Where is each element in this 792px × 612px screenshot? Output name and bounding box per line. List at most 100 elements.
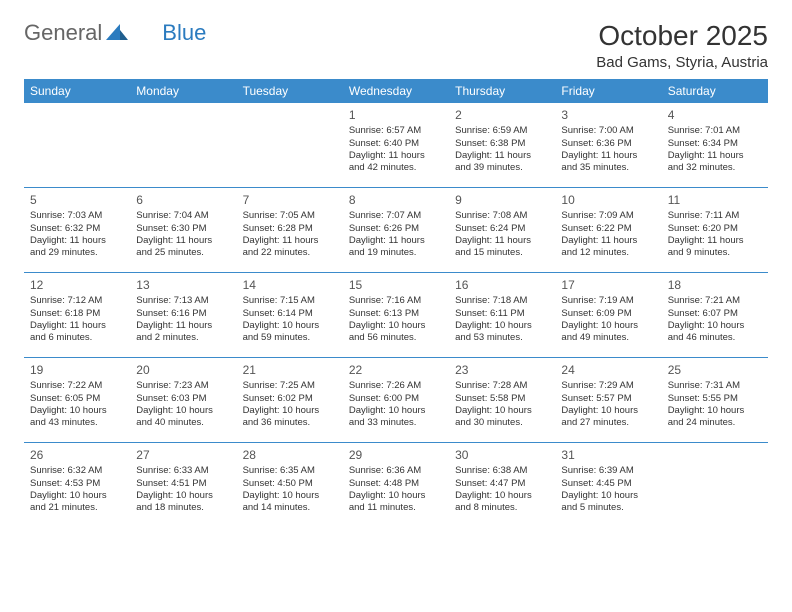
day-info: Sunrise: 7:26 AMSunset: 6:00 PMDaylight:… — [349, 380, 443, 429]
calendar-table: SundayMondayTuesdayWednesdayThursdayFrid… — [24, 79, 768, 527]
day-number: 2 — [455, 107, 549, 123]
day-info: Sunrise: 7:08 AMSunset: 6:24 PMDaylight:… — [455, 210, 549, 259]
weekday-header: Saturday — [662, 79, 768, 103]
day-number: 4 — [668, 107, 762, 123]
day-number: 22 — [349, 362, 443, 378]
weekday-header: Sunday — [24, 79, 130, 103]
calendar-day-cell — [237, 103, 343, 188]
day-number: 24 — [561, 362, 655, 378]
day-number: 10 — [561, 192, 655, 208]
day-number: 1 — [349, 107, 443, 123]
day-number: 17 — [561, 277, 655, 293]
day-info: Sunrise: 7:07 AMSunset: 6:26 PMDaylight:… — [349, 210, 443, 259]
day-number: 11 — [668, 192, 762, 208]
calendar-day-cell: 11 Sunrise: 7:11 AMSunset: 6:20 PMDayligh… — [662, 188, 768, 273]
day-info: Sunrise: 6:33 AMSunset: 4:51 PMDaylight:… — [136, 465, 230, 514]
calendar-day-cell — [662, 443, 768, 528]
day-number: 25 — [668, 362, 762, 378]
day-info: Sunrise: 7:28 AMSunset: 5:58 PMDaylight:… — [455, 380, 549, 429]
calendar-day-cell: 3 Sunrise: 7:00 AMSunset: 6:36 PMDaylight… — [555, 103, 661, 188]
calendar-day-cell: 26 Sunrise: 6:32 AMSunset: 4:53 PMDayligh… — [24, 443, 130, 528]
calendar-day-cell: 12Sunrise: 7:12 AMSunset: 6:18 PMDayligh… — [24, 273, 130, 358]
weekday-header: Tuesday — [237, 79, 343, 103]
day-number: 14 — [243, 277, 337, 293]
header: General Blue October 2025 Bad Gams, Styr… — [24, 20, 768, 71]
calendar-day-cell: 1 Sunrise: 6:57 AMSunset: 6:40 PMDaylight… — [343, 103, 449, 188]
calendar-week-row: 26 Sunrise: 6:32 AMSunset: 4:53 PMDayligh… — [24, 443, 768, 528]
logo-text-general: General — [24, 20, 102, 46]
calendar-day-cell: 6 Sunrise: 7:04 AMSunset: 6:30 PMDaylight… — [130, 188, 236, 273]
day-number: 21 — [243, 362, 337, 378]
page-title: October 2025 — [596, 20, 768, 52]
calendar-week-row: 1 Sunrise: 6:57 AMSunset: 6:40 PMDaylight… — [24, 103, 768, 188]
day-info: Sunrise: 6:57 AMSunset: 6:40 PMDaylight:… — [349, 125, 443, 174]
day-info: Sunrise: 6:59 AMSunset: 6:38 PMDaylight:… — [455, 125, 549, 174]
day-number: 16 — [455, 277, 549, 293]
location-text: Bad Gams, Styria, Austria — [596, 54, 768, 71]
calendar-week-row: 5 Sunrise: 7:03 AMSunset: 6:32 PMDaylight… — [24, 188, 768, 273]
day-info: Sunrise: 6:32 AMSunset: 4:53 PMDaylight:… — [30, 465, 124, 514]
title-block: October 2025 Bad Gams, Styria, Austria — [596, 20, 768, 71]
day-info: Sunrise: 7:00 AMSunset: 6:36 PMDaylight:… — [561, 125, 655, 174]
day-number: 5 — [30, 192, 124, 208]
calendar-day-cell: 22 Sunrise: 7:26 AMSunset: 6:00 PMDayligh… — [343, 358, 449, 443]
day-number: 27 — [136, 447, 230, 463]
calendar-week-row: 19Sunrise: 7:22 AMSunset: 6:05 PMDayligh… — [24, 358, 768, 443]
calendar-day-cell: 24 Sunrise: 7:29 AMSunset: 5:57 PMDayligh… — [555, 358, 661, 443]
day-info: Sunrise: 6:35 AMSunset: 4:50 PMDaylight:… — [243, 465, 337, 514]
day-number: 29 — [349, 447, 443, 463]
day-info: Sunrise: 7:11 AMSunset: 6:20 PMDaylight:… — [668, 210, 762, 259]
calendar-day-cell: 10 Sunrise: 7:09 AMSunset: 6:22 PMDayligh… — [555, 188, 661, 273]
day-info: Sunrise: 7:16 AMSunset: 6:13 PMDaylight:… — [349, 295, 443, 344]
calendar-day-cell: 14Sunrise: 7:15 AMSunset: 6:14 PMDayligh… — [237, 273, 343, 358]
calendar-body: 1 Sunrise: 6:57 AMSunset: 6:40 PMDaylight… — [24, 103, 768, 527]
weekday-header: Wednesday — [343, 79, 449, 103]
calendar-day-cell: 16 Sunrise: 7:18 AMSunset: 6:11 PMDayligh… — [449, 273, 555, 358]
day-info: Sunrise: 7:03 AMSunset: 6:32 PMDaylight:… — [30, 210, 124, 259]
day-number: 13 — [136, 277, 230, 293]
calendar-week-row: 12Sunrise: 7:12 AMSunset: 6:18 PMDayligh… — [24, 273, 768, 358]
day-info: Sunrise: 6:36 AMSunset: 4:48 PMDaylight:… — [349, 465, 443, 514]
day-number: 19 — [30, 362, 124, 378]
day-number: 3 — [561, 107, 655, 123]
day-number: 18 — [668, 277, 762, 293]
day-number: 20 — [136, 362, 230, 378]
day-number: 30 — [455, 447, 549, 463]
calendar-day-cell: 5 Sunrise: 7:03 AMSunset: 6:32 PMDaylight… — [24, 188, 130, 273]
calendar-day-cell — [24, 103, 130, 188]
day-info: Sunrise: 7:23 AMSunset: 6:03 PMDaylight:… — [136, 380, 230, 429]
calendar-day-cell: 13Sunrise: 7:13 AMSunset: 6:16 PMDayligh… — [130, 273, 236, 358]
day-info: Sunrise: 7:18 AMSunset: 6:11 PMDaylight:… — [455, 295, 549, 344]
weekday-header: Thursday — [449, 79, 555, 103]
day-info: Sunrise: 7:04 AMSunset: 6:30 PMDaylight:… — [136, 210, 230, 259]
logo-text-blue: Blue — [162, 20, 206, 46]
calendar-day-cell: 8 Sunrise: 7:07 AMSunset: 6:26 PMDaylight… — [343, 188, 449, 273]
day-number: 8 — [349, 192, 443, 208]
day-info: Sunrise: 7:12 AMSunset: 6:18 PMDaylight:… — [30, 295, 124, 344]
calendar-day-cell — [130, 103, 236, 188]
calendar-day-cell: 7 Sunrise: 7:05 AMSunset: 6:28 PMDaylight… — [237, 188, 343, 273]
calendar-day-cell: 29 Sunrise: 6:36 AMSunset: 4:48 PMDayligh… — [343, 443, 449, 528]
weekday-header-row: SundayMondayTuesdayWednesdayThursdayFrid… — [24, 79, 768, 103]
calendar-day-cell: 4 Sunrise: 7:01 AMSunset: 6:34 PMDaylight… — [662, 103, 768, 188]
calendar-day-cell: 19Sunrise: 7:22 AMSunset: 6:05 PMDayligh… — [24, 358, 130, 443]
weekday-header: Monday — [130, 79, 236, 103]
day-info: Sunrise: 7:29 AMSunset: 5:57 PMDaylight:… — [561, 380, 655, 429]
calendar-day-cell: 23Sunrise: 7:28 AMSunset: 5:58 PMDayligh… — [449, 358, 555, 443]
calendar-day-cell: 28Sunrise: 6:35 AMSunset: 4:50 PMDayligh… — [237, 443, 343, 528]
day-number: 31 — [561, 447, 655, 463]
calendar-day-cell: 20 Sunrise: 7:23 AMSunset: 6:03 PMDayligh… — [130, 358, 236, 443]
day-info: Sunrise: 7:09 AMSunset: 6:22 PMDaylight:… — [561, 210, 655, 259]
day-info: Sunrise: 7:21 AMSunset: 6:07 PMDaylight:… — [668, 295, 762, 344]
day-number: 6 — [136, 192, 230, 208]
day-info: Sunrise: 7:05 AMSunset: 6:28 PMDaylight:… — [243, 210, 337, 259]
day-info: Sunrise: 7:01 AMSunset: 6:34 PMDaylight:… — [668, 125, 762, 174]
calendar-day-cell: 27 Sunrise: 6:33 AMSunset: 4:51 PMDayligh… — [130, 443, 236, 528]
calendar-day-cell: 18 Sunrise: 7:21 AMSunset: 6:07 PMDayligh… — [662, 273, 768, 358]
day-info: Sunrise: 6:38 AMSunset: 4:47 PMDaylight:… — [455, 465, 549, 514]
day-info: Sunrise: 7:19 AMSunset: 6:09 PMDaylight:… — [561, 295, 655, 344]
calendar-day-cell: 2 Sunrise: 6:59 AMSunset: 6:38 PMDaylight… — [449, 103, 555, 188]
calendar-day-cell: 31Sunrise: 6:39 AMSunset: 4:45 PMDayligh… — [555, 443, 661, 528]
day-number: 7 — [243, 192, 337, 208]
day-number: 26 — [30, 447, 124, 463]
